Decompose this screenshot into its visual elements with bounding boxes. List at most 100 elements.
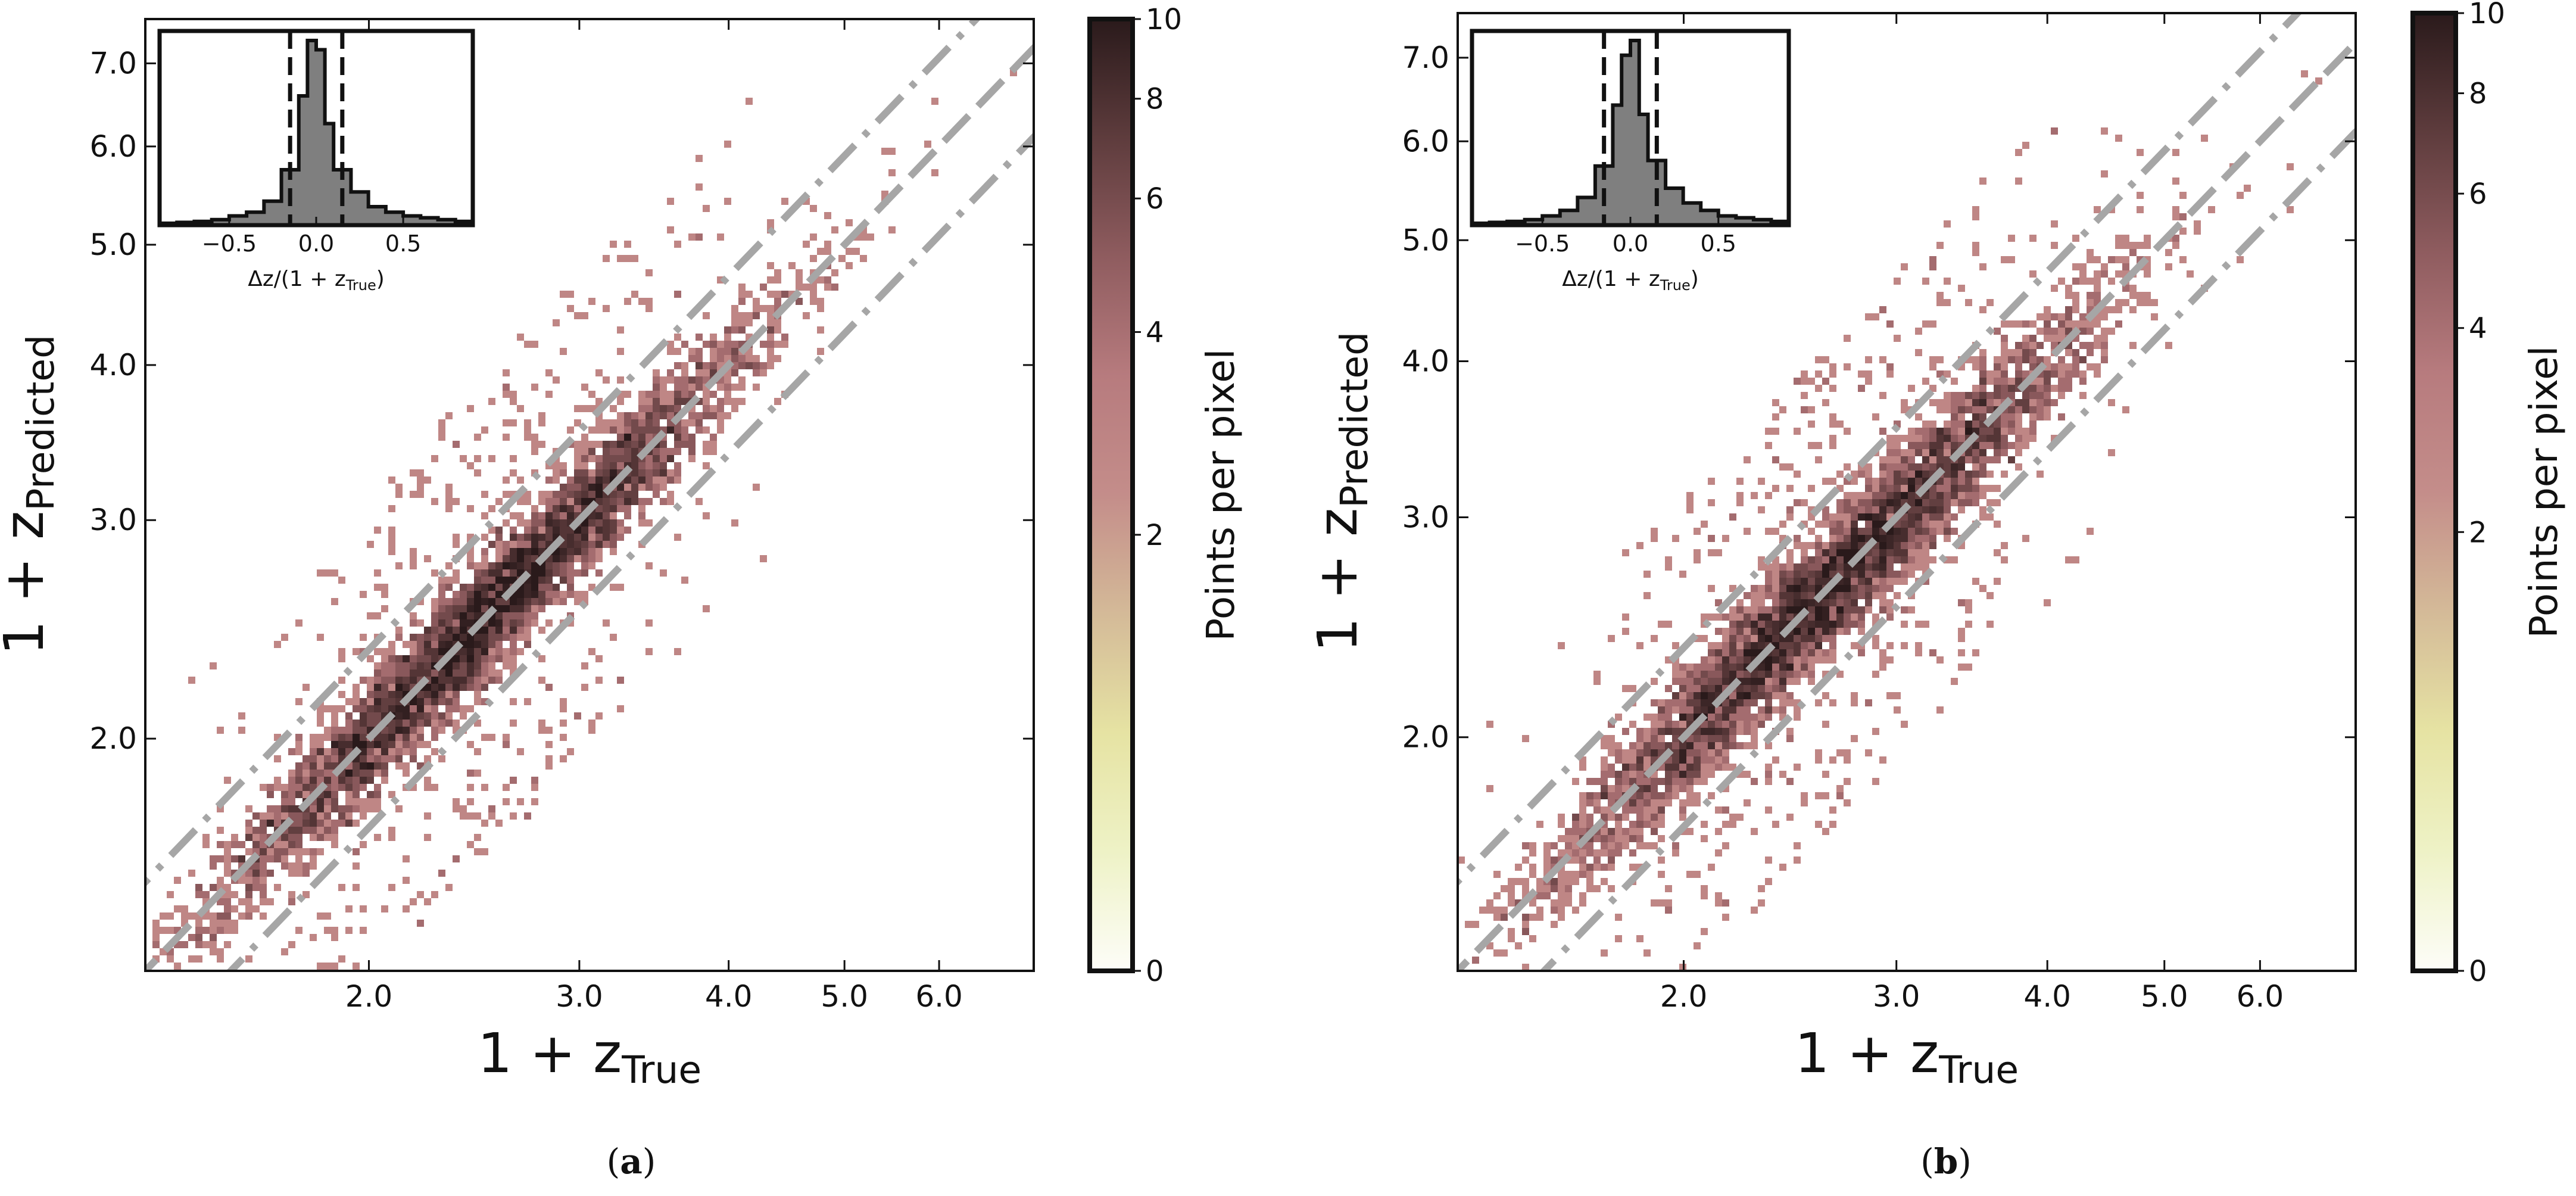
heatmap-cell (238, 712, 245, 720)
heatmap-cell (553, 555, 560, 562)
heatmap-cell (503, 605, 510, 612)
heatmap-cell (1908, 456, 1915, 463)
heatmap-cell (1715, 628, 1722, 635)
heatmap-cell (295, 862, 302, 870)
heatmap-cell (1929, 442, 1936, 449)
heatmap-cell (1915, 428, 1922, 435)
heatmap-cell (1593, 849, 1601, 856)
heatmap-cell (1522, 856, 1529, 864)
heatmap-cell (1722, 714, 1729, 721)
heatmap-cell (1622, 756, 1629, 764)
heatmap-cell (1822, 506, 1829, 513)
heatmap-cell (1472, 957, 1479, 964)
heatmap-cell (1708, 642, 1715, 649)
heatmap-cell (381, 677, 388, 684)
heatmap-cell (1744, 742, 1751, 749)
heatmap-cell (1722, 678, 1729, 685)
heatmap-cell (1751, 671, 1758, 678)
heatmap-cell (588, 541, 595, 548)
heatmap-cell (195, 920, 202, 927)
heatmap-cell (674, 398, 681, 405)
y-tick-label: 4.0 (1402, 344, 1449, 379)
heatmap-cell (696, 155, 703, 162)
heatmap-cell (2079, 270, 2087, 278)
heatmap-cell (1922, 442, 1929, 449)
heatmap-cell (1758, 692, 1765, 699)
heatmap-cell (445, 498, 453, 505)
heatmap-cell (1758, 585, 1765, 592)
heatmap-cell (574, 591, 581, 598)
heatmap-cell (353, 727, 360, 734)
heatmap-cell (1622, 728, 1629, 735)
heatmap-cell (1958, 392, 1965, 399)
heatmap-cell (1672, 764, 1679, 771)
heatmap-cell (588, 455, 595, 462)
heatmap-cell (753, 298, 760, 305)
heatmap-cell (653, 405, 660, 412)
heatmap-cell (1751, 628, 1758, 635)
heatmap-cell (1729, 721, 1736, 728)
heatmap-cell (681, 362, 688, 369)
heatmap-cell (1836, 621, 1844, 628)
heatmap-cell (688, 441, 696, 448)
heatmap-cell (474, 698, 481, 705)
heatmap-cell (1686, 506, 1694, 513)
heatmap-cell (1765, 856, 1772, 864)
heatmap-cell (510, 662, 517, 669)
heatmap-cell (1701, 671, 1708, 678)
heatmap-cell (345, 777, 353, 784)
heatmap-cell (1658, 871, 1665, 878)
heatmap-cell (1679, 785, 1686, 792)
heatmap-cell (2029, 428, 2037, 435)
heatmap-cell (688, 384, 696, 391)
heatmap-cell (667, 198, 674, 205)
heatmap-cell (481, 605, 488, 612)
heatmap-cell (560, 491, 567, 498)
heatmap-cell (424, 755, 431, 762)
heatmap-cell (1844, 628, 1851, 635)
heatmap-cell (1829, 806, 1836, 814)
heatmap-cell (1879, 592, 1886, 599)
heatmap-cell (1851, 571, 1858, 578)
heatmap-cell (2058, 363, 2065, 370)
heatmap-cell (667, 455, 674, 462)
heatmap-cell (595, 505, 603, 512)
heatmap-cell (481, 591, 488, 598)
heatmap-cell (2101, 313, 2108, 320)
heatmap-cell (410, 619, 417, 627)
heatmap-cell (1593, 799, 1601, 806)
heatmap-cell (1851, 535, 1858, 542)
colorbar-tick-label: 10 (1146, 3, 1182, 36)
heatmap-cell (488, 584, 495, 591)
heatmap-cell (2072, 235, 2079, 242)
heatmap-cell (1844, 549, 1851, 556)
heatmap-cell (1958, 635, 1965, 642)
heatmap-cell (2029, 413, 2037, 421)
heatmap-cell (1979, 399, 1986, 406)
heatmap-cell (703, 391, 710, 398)
heatmap-cell (1601, 864, 1608, 871)
heatmap-cell (510, 648, 517, 655)
heatmap-cell (1601, 849, 1608, 856)
heatmap-cell (517, 798, 524, 805)
heatmap-cell (417, 734, 424, 741)
heatmap-cell (588, 476, 595, 484)
heatmap-cell (510, 512, 517, 519)
heatmap-cell (1922, 320, 1929, 328)
heatmap-cell (338, 812, 345, 820)
heatmap-cell (2287, 206, 2294, 213)
heatmap-cell (503, 369, 510, 376)
heatmap-cell (560, 498, 567, 505)
heatmap-cell (581, 312, 588, 319)
heatmap-cell (410, 612, 417, 619)
heatmap-cell (331, 784, 338, 791)
heatmap-cell (1501, 907, 1508, 914)
heatmap-cell (1694, 549, 1701, 556)
heatmap-cell (302, 848, 310, 855)
heatmap-cell (2065, 378, 2072, 385)
heatmap-cell (545, 491, 553, 498)
heatmap-cell (1822, 692, 1829, 699)
heatmap-cell (731, 326, 738, 334)
heatmap-cell (2029, 435, 2037, 442)
heatmap-cell (345, 727, 353, 734)
